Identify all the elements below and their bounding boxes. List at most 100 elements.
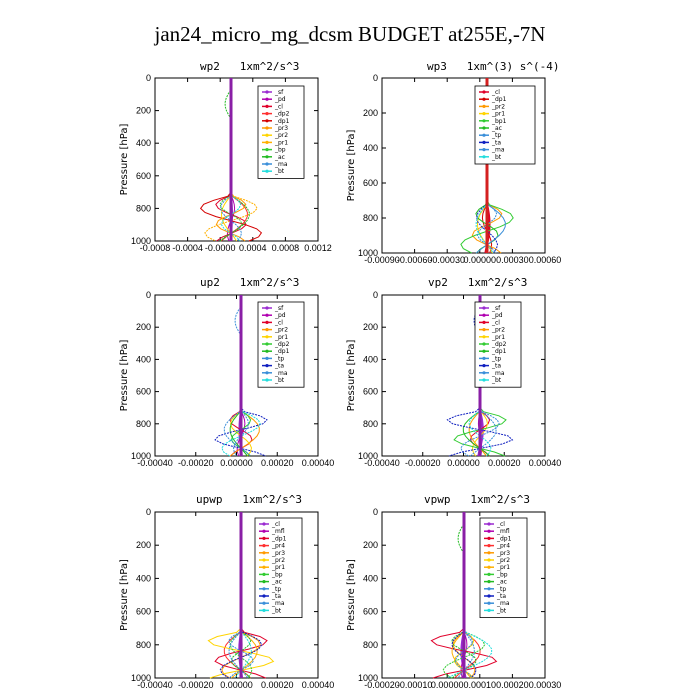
- legend-marker: [482, 97, 486, 101]
- legend-marker: [262, 572, 266, 577]
- panel-title-vp2: vp2 1xm^2/s^3: [428, 276, 528, 289]
- legend-marker: [487, 558, 491, 562]
- y-tick-label: 400: [363, 143, 378, 153]
- legend-marker: [482, 349, 486, 353]
- y-tick-label: 1000: [358, 248, 378, 258]
- legend-marker: [487, 601, 491, 605]
- legend-marker: [262, 565, 266, 569]
- legend-label: _pr1: [491, 111, 505, 118]
- legend-label: _mfl: [271, 528, 285, 535]
- legend-label: _dp1: [274, 348, 290, 355]
- y-tick-label: 200: [363, 108, 378, 118]
- legend-label: _dp2: [274, 341, 290, 348]
- legend-marker: [482, 90, 486, 94]
- legend-label: _pr1: [274, 139, 288, 146]
- legend-label: _pr1: [496, 564, 510, 571]
- legend-label: _bp: [496, 571, 508, 578]
- legend-marker: [487, 594, 491, 598]
- y-tick-label: 200: [136, 322, 151, 332]
- panel-4: 0 200 400 600 800 1000-0.00040 -0.00020 0.00000…: [119, 507, 334, 690]
- legend-label: _ma: [491, 370, 505, 377]
- legend-label: _bp: [271, 571, 283, 578]
- y-tick-label: 800: [363, 419, 378, 429]
- legend-label: _bt: [271, 607, 282, 614]
- y-tick-label: 800: [363, 640, 378, 650]
- legend-label: _sf: [274, 89, 284, 96]
- legend-marker: [482, 378, 486, 382]
- legend-label: _pr1: [274, 334, 288, 341]
- legend-label: _pr2: [496, 557, 510, 564]
- legend-marker: [265, 349, 269, 353]
- series-line: [468, 295, 492, 457]
- legend-label: _pr4: [271, 543, 285, 550]
- x-tick-label: -0.00020: [364, 680, 400, 690]
- legend-marker: [482, 140, 486, 144]
- y-tick-label: 200: [363, 540, 378, 550]
- y-tick-label: 200: [363, 322, 378, 332]
- legend-marker: [482, 371, 486, 375]
- legend-label: _bp1: [491, 118, 507, 125]
- y-tick-label: 0: [373, 507, 378, 517]
- legend-label: _ta: [491, 139, 501, 146]
- legend-marker: [262, 544, 266, 548]
- legend-label: _tp: [491, 132, 501, 139]
- legend-marker: [262, 587, 266, 591]
- x-tick-label: 0.00010: [464, 680, 497, 690]
- y-axis-label: Pressure [hPa]: [346, 559, 357, 631]
- x-tick-label: 0.00000: [447, 458, 480, 468]
- legend-marker: [262, 558, 266, 562]
- x-tick-label: -0.0000: [205, 243, 236, 253]
- y-tick-label: 400: [136, 354, 151, 364]
- legend-label: _dp1: [271, 535, 287, 542]
- y-tick-label: 1000: [131, 673, 151, 683]
- legend-label: _bt: [491, 154, 502, 161]
- legend-label: _sf: [491, 305, 501, 312]
- plot-frame: [381, 77, 546, 254]
- x-tick-label: 0.00030: [496, 255, 529, 265]
- legend-label: _pd: [491, 312, 503, 319]
- legend-marker: [262, 522, 266, 526]
- panel-title-wp2: wp2 1xm^2/s^3: [200, 60, 300, 73]
- y-tick-label: 800: [363, 213, 378, 223]
- legend-marker: [265, 126, 269, 130]
- x-tick-label: -0.00020: [178, 458, 214, 468]
- x-tick-label: 0.00060: [529, 255, 562, 265]
- x-tick-label: 0.00000: [431, 680, 464, 690]
- legend-marker: [265, 313, 269, 317]
- series-line: [223, 295, 252, 457]
- legend-marker: [265, 306, 269, 310]
- legend-label: _bt: [491, 377, 502, 384]
- legend-marker: [487, 536, 491, 541]
- x-tick-label: 0.00040: [529, 458, 562, 468]
- legend-marker: [482, 313, 486, 317]
- y-tick-label: 600: [363, 607, 378, 617]
- panel-title-vpwp: vpwp 1xm^2/s^3: [424, 493, 530, 506]
- legend-label: _pr2: [271, 557, 285, 564]
- y-tick-label: 0: [146, 290, 151, 300]
- panel-title-wp3: wp3 1xm^(3) s^(-4): [427, 60, 560, 73]
- legend-marker: [262, 551, 266, 555]
- x-tick-label: 0.00000: [464, 255, 497, 265]
- y-tick-label: 400: [136, 573, 151, 583]
- legend-label: _bt: [274, 377, 285, 384]
- x-tick-label: -0.0004: [172, 243, 203, 253]
- series-line: [446, 295, 514, 457]
- x-tick-label: 0.00020: [496, 680, 529, 690]
- legend-marker: [265, 119, 269, 123]
- legend-label: _ta: [271, 593, 281, 600]
- legend-marker: [265, 364, 269, 368]
- figure-title: jan24_micro_mg_dcsm BUDGET at255E,-7N: [154, 22, 546, 46]
- panel-2: 0 200 400 600 800 1000-0.00040 -0.00020 0.00000…: [119, 290, 334, 468]
- legend-marker: [482, 126, 486, 130]
- legend-marker: [482, 356, 486, 360]
- legend-marker: [487, 544, 491, 548]
- legend-label: _pd: [274, 96, 286, 103]
- legend-marker: [482, 155, 486, 159]
- x-tick-label: -0.00020: [178, 680, 214, 690]
- x-tick-label: -0.0008: [140, 243, 171, 253]
- y-tick-label: 1000: [131, 451, 151, 461]
- legend-marker: [487, 551, 491, 555]
- legend-label: _ac: [496, 579, 507, 586]
- legend-label: _tp: [271, 586, 281, 593]
